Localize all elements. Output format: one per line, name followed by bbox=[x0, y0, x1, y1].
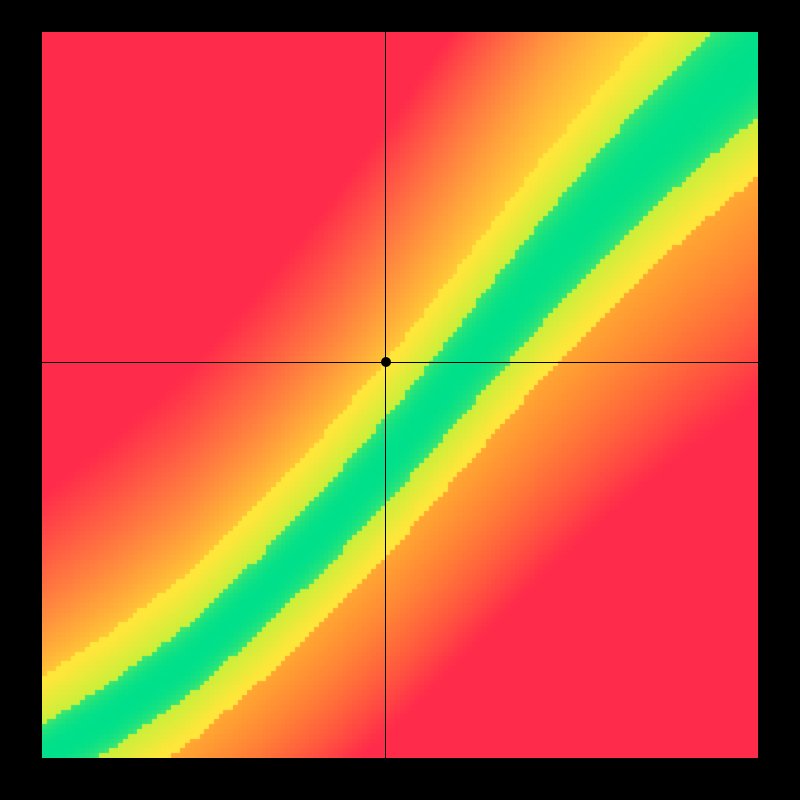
chart-container: TheBottleneck.com bbox=[0, 0, 800, 800]
crosshair-vertical bbox=[385, 32, 386, 758]
data-point-marker bbox=[381, 357, 391, 367]
crosshair-horizontal bbox=[42, 362, 758, 363]
plot-area bbox=[40, 30, 760, 760]
watermark-text: TheBottleneck.com bbox=[574, 6, 758, 29]
heatmap-canvas bbox=[42, 32, 758, 758]
